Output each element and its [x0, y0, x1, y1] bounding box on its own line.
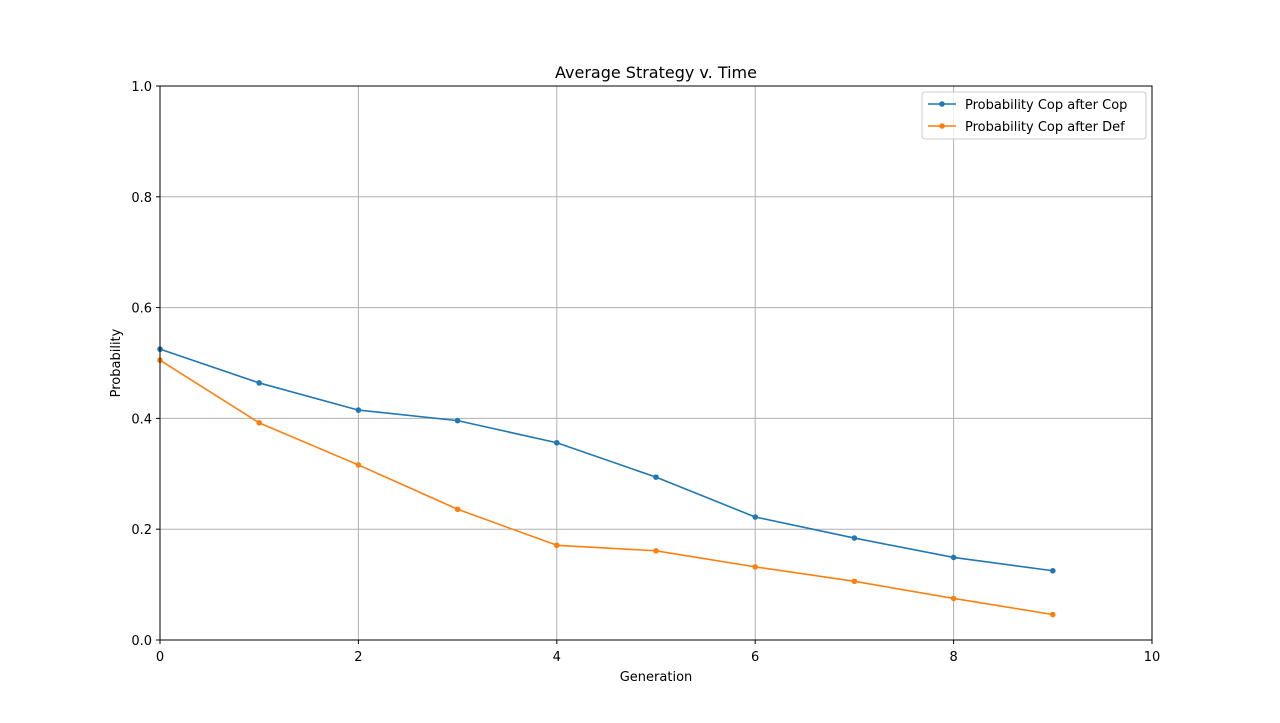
y-tick-label: 0.4 — [131, 412, 152, 427]
data-point — [256, 380, 263, 386]
legend-label: Probability Cop after Cop — [965, 98, 1127, 113]
data-point — [752, 564, 758, 570]
axis-ticks: 0 2 4 6 8 10 0.0 0.2 0.4 0.6 0.8 1.0 — [131, 80, 1160, 665]
series-line — [159, 359, 1054, 616]
y-tick-label: 0.8 — [131, 191, 152, 206]
legend: Probability Cop after Cop Probability Cop… — [921, 91, 1147, 140]
legend-item: Probability Cop after Def — [928, 120, 1125, 135]
x-tick-label: 10 — [1144, 650, 1161, 665]
data-point — [653, 474, 659, 480]
data-point — [950, 554, 957, 561]
series-2 — [157, 357, 1056, 618]
legend-label: Probability Cop after Def — [965, 120, 1125, 135]
data-point — [355, 407, 362, 413]
x-tick-label: 0 — [156, 650, 164, 665]
legend-marker — [939, 101, 945, 107]
x-axis-label: Generation — [620, 670, 693, 685]
series-line — [159, 348, 1054, 572]
legend-box — [921, 91, 1147, 140]
data-point — [851, 535, 858, 541]
series-1 — [157, 346, 1056, 574]
data-point — [653, 548, 659, 554]
chart-title: Average Strategy v. Time — [555, 63, 757, 82]
data-point — [851, 578, 858, 585]
data-point — [554, 542, 560, 549]
data-point — [256, 420, 263, 426]
plot-area-frame — [159, 85, 1153, 641]
y-tick-label: 0.6 — [131, 302, 152, 317]
y-axis-label: Probability — [109, 328, 124, 397]
x-tick-label: 4 — [553, 650, 561, 665]
y-tick-label: 1.0 — [131, 80, 152, 95]
y-tick-label: 0.0 — [131, 634, 152, 649]
data-point — [454, 506, 461, 513]
data-point — [554, 439, 560, 446]
x-tick-label: 8 — [949, 650, 957, 665]
y-tick-label: 0.2 — [131, 523, 152, 538]
data-point — [1050, 567, 1056, 574]
data-point — [355, 462, 362, 468]
data-point — [950, 595, 957, 602]
data-point — [454, 417, 461, 424]
data-point — [1050, 611, 1056, 618]
data-point — [752, 514, 758, 520]
x-tick-label: 2 — [354, 650, 362, 665]
series-layer — [157, 346, 1056, 618]
x-tick-label: 6 — [751, 650, 759, 665]
legend-marker — [939, 123, 945, 129]
legend-item: Probability Cop after Cop — [928, 98, 1127, 113]
grid — [159, 85, 1153, 641]
